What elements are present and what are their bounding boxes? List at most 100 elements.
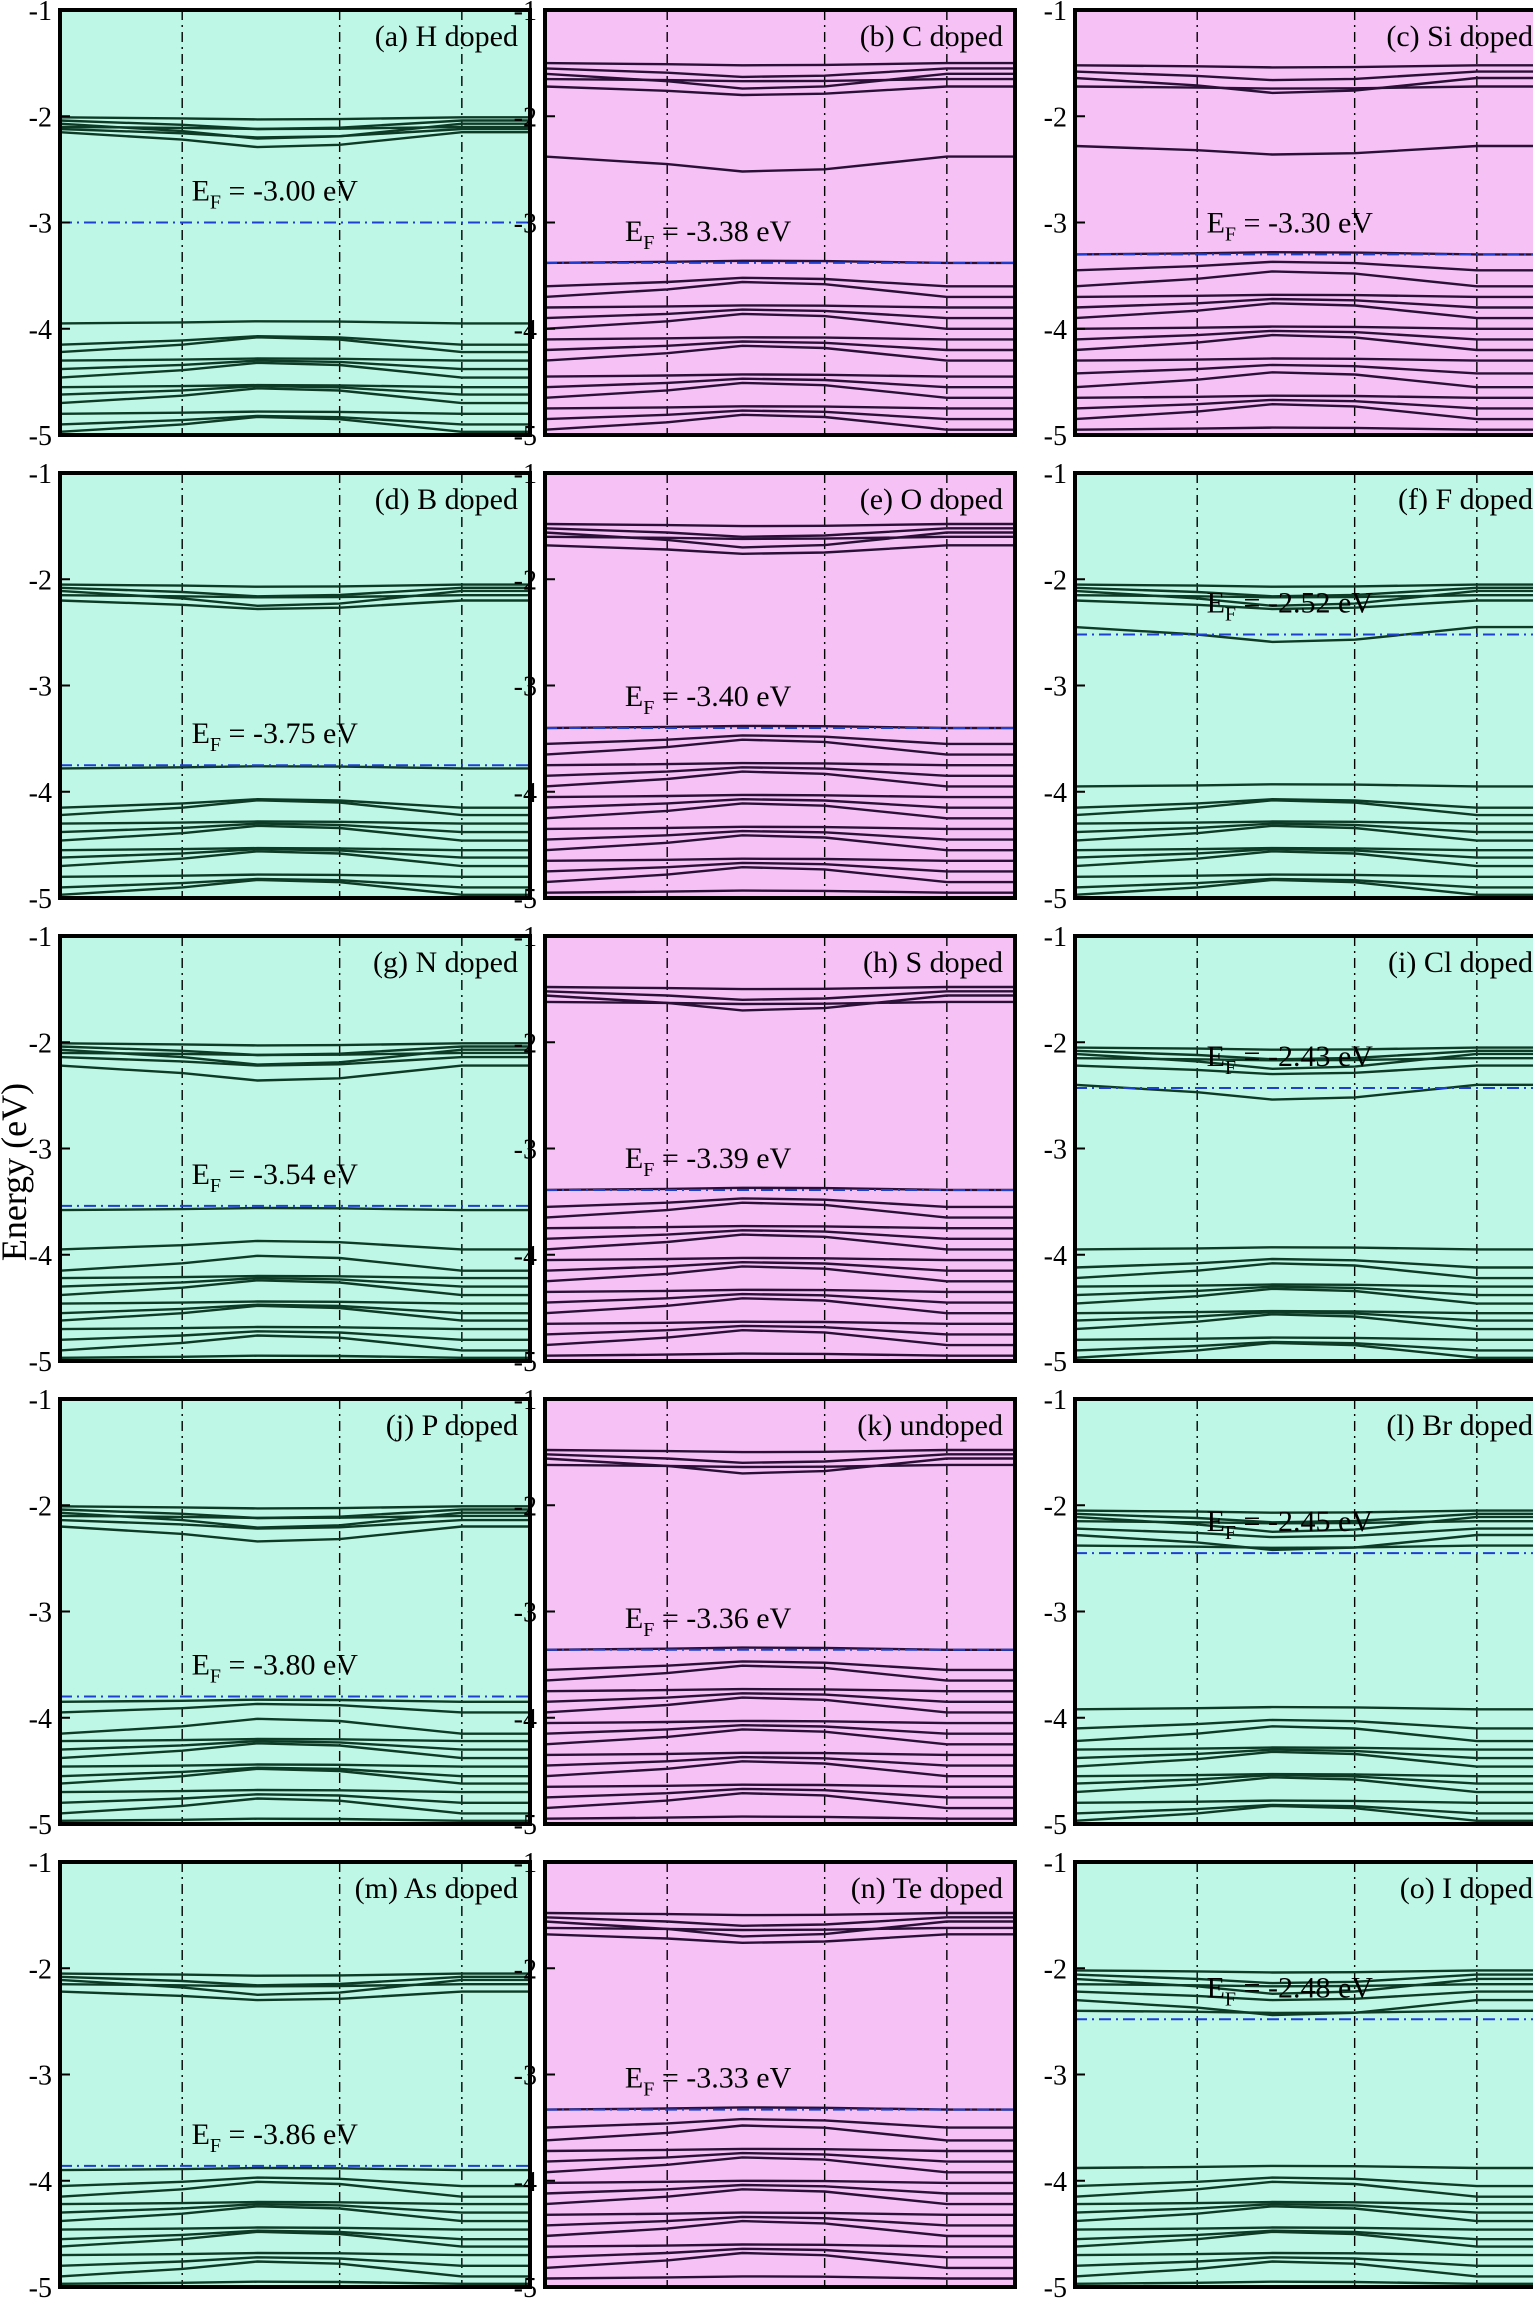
valence-band [1074, 1750, 1533, 1768]
valence-band [1074, 2280, 1533, 2285]
valence-band [59, 415, 530, 433]
panel-background [545, 1862, 1015, 2287]
valence-band [544, 1791, 1015, 1810]
conduction-band [59, 1051, 530, 1057]
valence-band [1074, 329, 1533, 341]
y-tick-label: -5 [514, 2273, 537, 2300]
valence-band [59, 1254, 530, 1272]
y-tick-label: -2 [29, 102, 52, 133]
panel-background [60, 936, 530, 1361]
valence-band [544, 825, 1015, 831]
valence-band [544, 1723, 1015, 1735]
y-tick-label: -1 [29, 0, 52, 27]
valence-band [544, 797, 1015, 809]
conduction-band [59, 1990, 530, 2002]
conduction-band [1074, 1983, 1533, 1988]
valence-band [59, 2260, 530, 2278]
valence-band [59, 1698, 530, 1703]
panel-b: EF = -3.38 eV (b) C doped -5 -4 -3 -2 -1 [514, 0, 1017, 452]
valence-band [59, 847, 530, 859]
y-tick-label: -5 [514, 884, 537, 915]
fermi-level-label: EF = -2.52 eV [1207, 587, 1374, 626]
y-tick-label: -3 [1044, 672, 1067, 703]
valence-band [1074, 1772, 1533, 1778]
valence-band [544, 405, 1015, 410]
panel-label: (a) H doped [375, 20, 518, 53]
y-tick-label: -4 [514, 1241, 537, 1272]
y-tick-label: -4 [29, 1241, 52, 1272]
valence-band [544, 865, 1015, 884]
valence-band [544, 1787, 1015, 1799]
valence-band [59, 1334, 530, 1352]
panel-m: EF = -3.86 eV (m) As doped -5 -4 -3 -2 -1 [29, 1848, 532, 2300]
y-tick-label: -5 [29, 884, 52, 915]
panel-label: (o) I doped [1400, 1872, 1533, 1905]
valence-band [59, 1797, 530, 1815]
conduction-band [544, 61, 1015, 67]
conduction-band [1074, 1046, 1533, 1051]
valence-band [544, 738, 1015, 756]
valence-band [1074, 2176, 1533, 2188]
valence-band [1074, 2260, 1533, 2278]
y-tick-label: -1 [29, 922, 52, 953]
valence-band [59, 2256, 530, 2267]
valence-band [59, 1303, 530, 1315]
conduction-band [544, 1453, 1015, 1465]
valence-band [1074, 877, 1533, 889]
valence-band [544, 2188, 1015, 2206]
fermi-level-label: EF = -2.45 eV [1207, 1505, 1374, 1544]
valence-band [1074, 297, 1533, 309]
valence-band [1074, 302, 1533, 320]
valence-band [544, 1783, 1015, 1788]
valence-band [1074, 824, 1533, 842]
conduction-band [59, 1975, 530, 1987]
y-tick-label: -2 [1044, 565, 1067, 596]
valence-band [59, 414, 530, 426]
valence-band [544, 761, 1015, 767]
valence-band [544, 1719, 1015, 1725]
conduction-band [544, 990, 1015, 1002]
y-tick-label: -4 [29, 2167, 52, 2198]
valence-band [59, 387, 530, 405]
valence-band [59, 1817, 530, 1822]
valence-band [544, 1760, 1015, 1778]
valence-band [544, 1692, 1015, 1703]
valence-band [544, 2247, 1015, 2259]
valence-band [544, 1755, 1015, 1767]
valence-band [59, 1767, 530, 1785]
y-tick-label: -1 [1044, 1848, 1067, 1879]
valence-band [59, 1766, 530, 1778]
valence-band [1074, 357, 1533, 362]
valence-band [544, 1197, 1015, 1209]
y-tick-label: -5 [1044, 421, 1067, 452]
valence-band [544, 2275, 1015, 2280]
valence-band [1074, 1725, 1533, 1743]
valence-band [544, 2147, 1015, 2153]
y-tick-label: -2 [29, 1028, 52, 1059]
conduction-band [544, 544, 1015, 556]
conduction-band [544, 1916, 1015, 1928]
valence-band [59, 878, 530, 896]
y-tick-label: -3 [1044, 2061, 1067, 2092]
panel-d: EF = -3.75 eV (d) B doped -5 -4 -3 -2 -1 [29, 459, 532, 915]
valence-band [59, 361, 530, 379]
conduction-band [59, 594, 530, 599]
fermi-level-label: EF = -3.38 eV [625, 215, 792, 254]
panel-label: (h) S doped [863, 946, 1003, 979]
valence-band [544, 409, 1015, 421]
valence-band [1074, 822, 1533, 834]
valence-band [1074, 1336, 1533, 1341]
conduction-band [59, 131, 530, 149]
y-tick-label: -1 [514, 1385, 537, 1416]
valence-band [544, 2215, 1015, 2227]
valence-band [544, 2124, 1015, 2142]
valence-band [1074, 1246, 1533, 1251]
y-axis-label: Energy (eV) [0, 1083, 34, 1261]
valence-band [59, 2226, 530, 2231]
valence-band [544, 280, 1015, 299]
y-tick-label: -4 [1044, 315, 1067, 346]
valence-band [544, 802, 1015, 820]
valence-band [59, 1274, 530, 1280]
valence-band [544, 2211, 1015, 2216]
y-tick-label: -5 [29, 421, 52, 452]
